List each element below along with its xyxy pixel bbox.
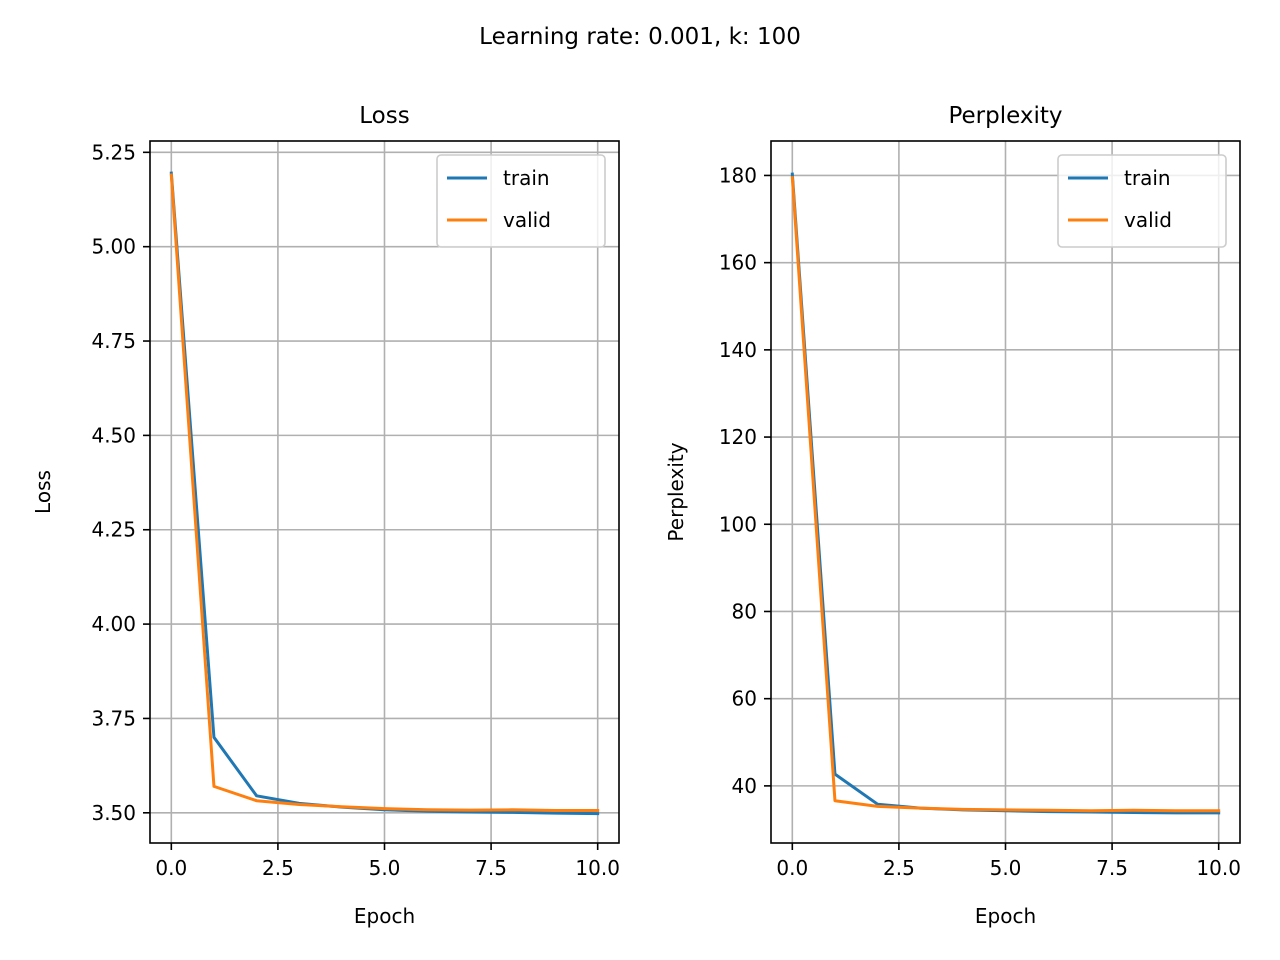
y-tick-label: 3.50 xyxy=(91,801,136,825)
x-tick-label: 5.0 xyxy=(990,856,1022,880)
y-tick-label: 5.25 xyxy=(91,140,136,164)
y-axis-label: Loss xyxy=(31,470,55,514)
legend-label-valid: valid xyxy=(503,208,551,232)
y-tick-label: 4.00 xyxy=(91,612,136,636)
loss-chart: 0.0 2.5 5.0 7.5 10.0 3.50 3.75 4.00 4.25 4.50 4.75… xyxy=(31,103,620,928)
legend: train valid xyxy=(436,154,606,248)
legend-label-train: train xyxy=(503,166,550,190)
legend-label-train: train xyxy=(1124,166,1171,190)
perplexity-chart: 0.0 2.5 5.0 7.5 10.0 40 60 80 100 120 140 160 180 Per… xyxy=(664,103,1241,928)
y-tick-label: 140 xyxy=(719,338,757,362)
y-tick-label: 60 xyxy=(732,687,757,711)
y-tick-label: 80 xyxy=(732,599,757,623)
y-tick-label: 160 xyxy=(719,251,757,275)
y-tick-label: 4.75 xyxy=(91,329,136,353)
figure-suptitle: Learning rate: 0.001, k: 100 xyxy=(479,24,801,50)
x-tick-label: 2.5 xyxy=(883,856,915,880)
x-tick-label: 5.0 xyxy=(369,856,401,880)
y-tick-label: 3.75 xyxy=(91,706,136,730)
x-tick-label: 10.0 xyxy=(575,856,620,880)
x-tick-label: 0.0 xyxy=(155,856,187,880)
series-line-valid xyxy=(169,173,600,813)
x-tick-label: 7.5 xyxy=(1096,856,1128,880)
series-line-valid xyxy=(790,176,1221,813)
chart-title: Perplexity xyxy=(948,103,1062,129)
legend: train valid xyxy=(1057,154,1227,248)
x-axis-label: Epoch xyxy=(354,904,415,928)
x-tick-label: 7.5 xyxy=(475,856,507,880)
chart-title: Loss xyxy=(359,103,409,129)
x-tick-label: 0.0 xyxy=(776,856,808,880)
y-tick-label: 5.00 xyxy=(91,235,136,259)
y-tick-label: 4.50 xyxy=(91,423,136,447)
y-tick-label: 100 xyxy=(719,512,757,536)
y-tick-label: 120 xyxy=(719,425,757,449)
x-axis-label: Epoch xyxy=(975,904,1036,928)
x-tick-label: 2.5 xyxy=(262,856,294,880)
y-axis-label: Perplexity xyxy=(664,442,688,541)
x-tick-label: 10.0 xyxy=(1196,856,1241,880)
y-tick-label: 40 xyxy=(732,774,757,798)
y-tick-label: 180 xyxy=(719,163,757,187)
y-tick-label: 4.25 xyxy=(91,518,136,542)
legend-label-valid: valid xyxy=(1124,208,1172,232)
